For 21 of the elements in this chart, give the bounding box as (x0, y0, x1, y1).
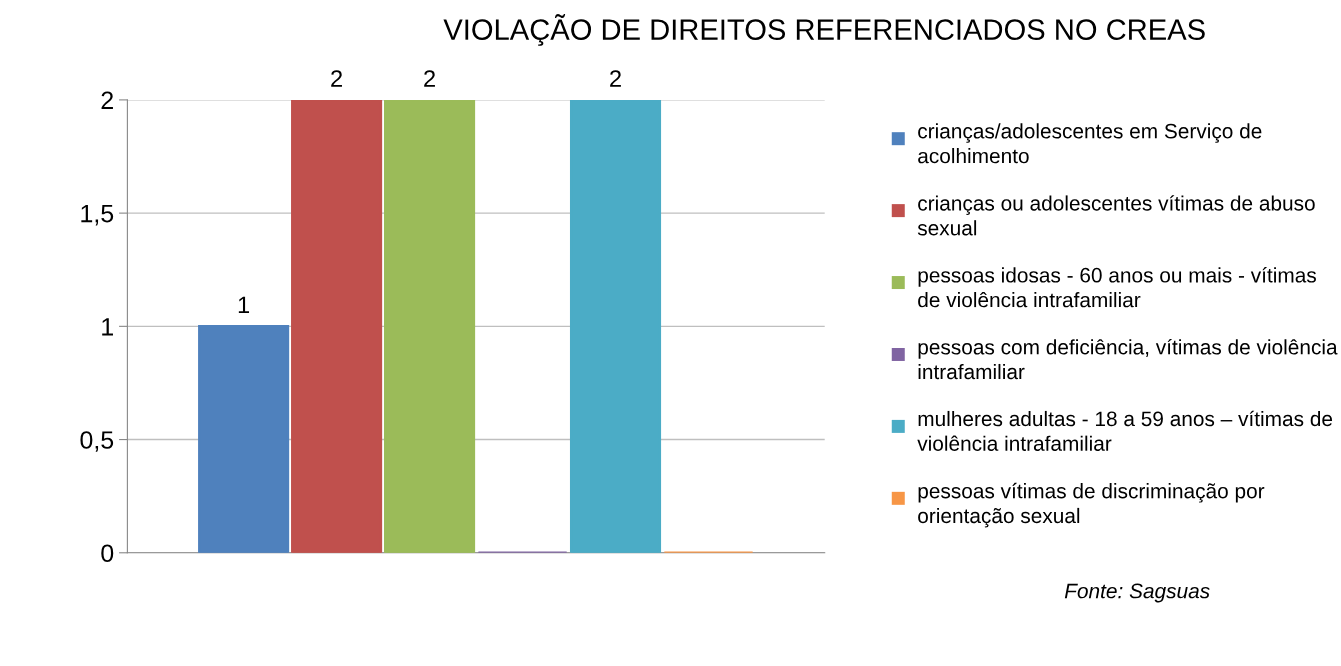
source-note: Fonte: Sagsuas (1064, 583, 1210, 603)
legend-label: pessoas vítimas de discriminação por orientação sexual (918, 482, 1265, 528)
chart-title: VIOLAÇÃO DE DIREITOS REFERENCIADOS NO CREAS (443, 14, 1205, 46)
bar (569, 99, 662, 553)
bar (291, 99, 383, 553)
bar (384, 99, 476, 553)
data-label: 2 (610, 70, 621, 87)
y-tick-label: 0,5 (80, 431, 114, 452)
legend-label: pessoas com deficiência, vítimas de violência intrafamiliar (918, 338, 1338, 380)
data-label: 2 (331, 70, 342, 87)
y-tick-label: 0 (101, 544, 114, 563)
legend-label: pessoas idosas - 60 anos ou mais - vítimas de violência intrafamiliar (918, 267, 1316, 308)
legend-label: crianças ou adolescentes vítimas de abuso sexual (917, 195, 1315, 236)
data-label: 1 (238, 296, 250, 314)
legend-label: mulheres adultas - 18 a 59 anos – vítimas de violência intrafamiliar (917, 410, 1333, 451)
bar (198, 324, 290, 553)
data-label: 2 (424, 70, 435, 87)
y-tick-label: 2 (101, 91, 113, 109)
y-tick-label: 1,5 (81, 204, 114, 226)
y-tick-label: 1 (102, 318, 113, 336)
legend-label: crianças/adolescentes em Serviço de acolhimento (918, 123, 1262, 164)
